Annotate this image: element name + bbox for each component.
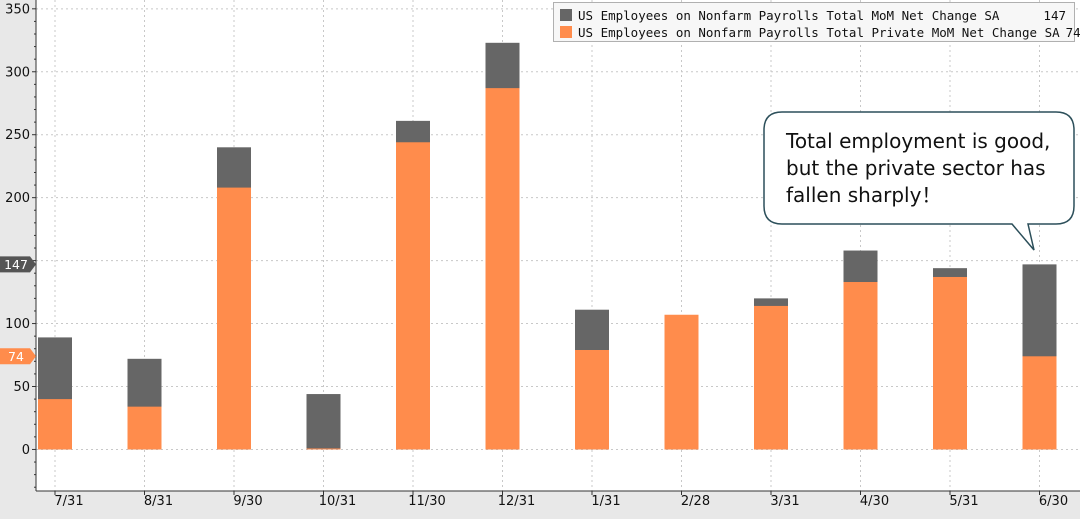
x-tick-label: 11/30 [408,494,445,509]
y-tick-label: 200 [5,191,30,206]
bar-private [38,399,72,450]
bar-private [575,349,609,450]
bar-private [127,406,162,450]
legend-label-private: US Employees on Nonfarm Payrolls Total P… [578,24,1060,40]
legend-value-total: 147 [1043,7,1066,23]
x-tick-label: 3/31 [770,494,799,509]
y-tick-label: 0 [22,443,30,458]
x-tick-label: 7/31 [54,494,83,509]
bar-private [843,282,878,450]
x-tick-label: 6/30 [1039,494,1068,509]
callout-line: fallen sharply！ [786,183,942,207]
plot-area [36,0,1080,491]
legend-label-total: US Employees on Nonfarm Payrolls Total M… [578,7,1000,23]
bar-private [306,448,341,450]
legend-swatch-total [560,9,572,21]
value-marker-label: 74 [8,349,24,364]
y-tick-label: 350 [5,2,30,17]
legend-entry-total: US Employees on Nonfarm Payrolls Total M… [560,7,1066,23]
y-tick-label: 50 [13,380,30,395]
x-tick-label: 8/31 [144,494,173,509]
bar-total [306,394,341,450]
legend-swatch-private [560,26,572,38]
x-tick-label: 10/31 [319,494,356,509]
x-tick-label: 2/28 [681,494,710,509]
x-tick-label: 5/31 [949,494,978,509]
x-tick-label: 4/30 [860,494,889,509]
legend-value-private: 74 [1065,24,1080,40]
value-marker [0,256,36,273]
legend-entry-private: US Employees on Nonfarm Payrolls Total P… [560,24,1080,40]
callout-bubble [763,111,1075,251]
y-tick-label: 100 [5,317,30,332]
x-tick-label: 12/31 [498,494,535,509]
bar-private [754,305,788,450]
callout-text: Total employment is good, but the privat… [786,128,1056,209]
value-marker [0,348,36,365]
bar-private [664,314,699,450]
legend: US Employees on Nonfarm Payrolls Total M… [553,2,1080,42]
bar-private [485,88,520,450]
callout-line: but the private sector has [786,156,1046,180]
bar-private [933,276,967,450]
callout-line: Total employment is good, [786,129,1051,153]
bar-private [396,142,430,450]
bar-private [217,187,251,450]
y-tick-label: 250 [5,128,30,143]
bar-private [1022,356,1057,450]
value-marker-label: 147 [4,257,28,272]
x-tick-label: 9/30 [233,494,262,509]
x-tick-label: 1/31 [591,494,620,509]
y-tick-label: 300 [5,65,30,80]
